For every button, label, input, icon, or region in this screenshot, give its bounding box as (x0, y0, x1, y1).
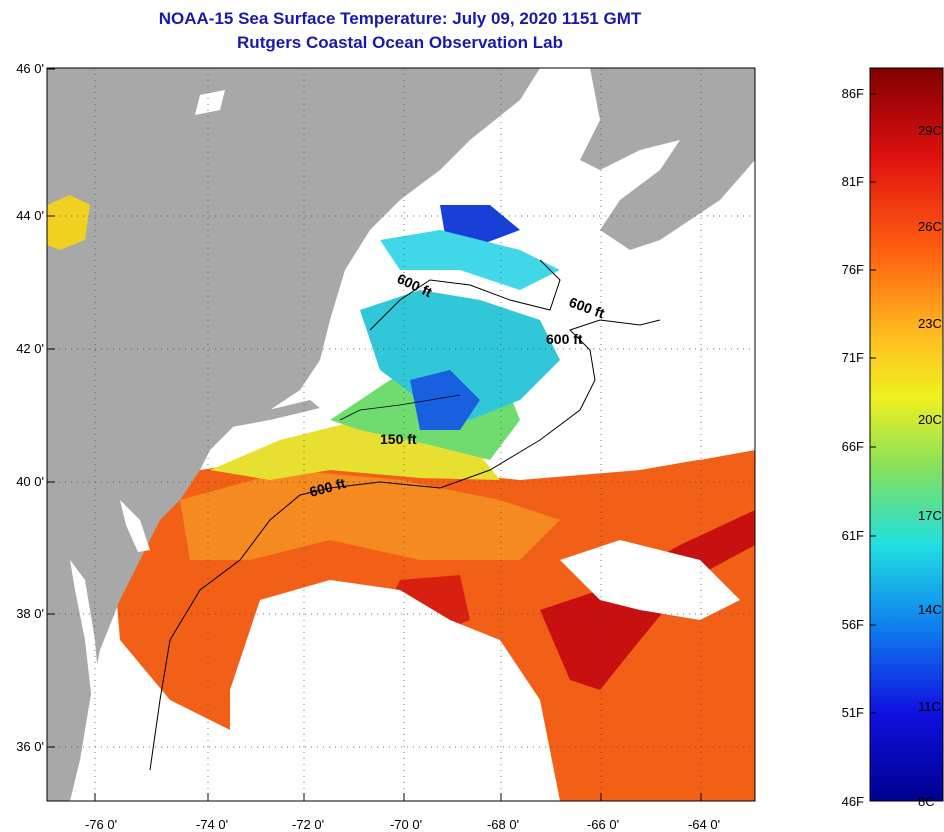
land-long-island (210, 400, 320, 430)
contour-600ft (149, 319, 661, 771)
cb-label-17c: 17C (918, 508, 942, 523)
cloud-cover-east (560, 540, 740, 620)
cb-label-46f: 46F (841, 794, 864, 809)
cb-label-51f: 51F (841, 705, 864, 720)
axis-ticks (47, 68, 702, 801)
land-us (47, 68, 540, 801)
lake-patch (195, 90, 225, 115)
cb-label-76f: 76F (841, 262, 864, 277)
y-tick-38: 38 0' (16, 606, 44, 621)
x-tick-74: -74 0' (195, 817, 229, 832)
svg-text:150 ft: 150 ft (380, 431, 417, 447)
cloud-cover-south (230, 580, 560, 801)
cb-label-23c: 23C (918, 316, 942, 331)
contour-150ft (339, 394, 461, 421)
x-tick-66: -66 0' (586, 817, 620, 832)
y-tick-36: 36 0' (16, 739, 44, 754)
svg-text:600 ft: 600 ft (546, 331, 583, 347)
map-subtitle: Rutgers Coastal Ocean Observation Lab (237, 33, 563, 52)
cb-label-71f: 71F (841, 350, 864, 365)
y-tick-40: 40 0' (16, 474, 44, 489)
cloud-cover-northeast (560, 310, 755, 460)
land-maritimes (580, 68, 755, 250)
cold-water-patch (410, 370, 480, 430)
cb-label-61f: 61F (841, 528, 864, 543)
x-tick-68: -68 0' (486, 817, 520, 832)
cyan-water-band (380, 230, 560, 290)
contour-600ft-gom (369, 259, 561, 331)
cb-label-20c: 20C (918, 412, 942, 427)
y-tick-42: 42 0' (16, 341, 44, 356)
grid-lines (47, 68, 755, 801)
contour-label-4: 150 ft (380, 431, 417, 447)
colorbar (869, 67, 944, 802)
delaware-bay (120, 500, 150, 552)
x-tick-72: -72 0' (291, 817, 325, 832)
cb-label-56f: 56F (841, 617, 864, 632)
x-tick-64: -64 0' (687, 817, 721, 832)
yellow-lake (47, 195, 90, 250)
cb-label-66f: 66F (841, 439, 864, 454)
map-frame (46, 67, 756, 802)
cb-label-86f: 86F (841, 86, 864, 101)
cb-label-29c: 29C (918, 123, 942, 138)
y-tick-46: 46 0' (16, 61, 44, 76)
y-tick-44: 44 0' (16, 208, 44, 223)
cb-label-81f: 81F (841, 174, 864, 189)
cool-water-region (360, 290, 560, 420)
x-tick-76: -76 0' (84, 817, 118, 832)
cb-label-26c: 26C (918, 219, 942, 234)
contour-label-3: 600 ft (546, 331, 583, 347)
cb-label-11c: 11C (918, 699, 941, 714)
colorbar-ticks (870, 93, 876, 714)
x-tick-70: -70 0' (389, 817, 423, 832)
orange-water-band (180, 470, 560, 560)
cb-label-14c: 14C (918, 602, 942, 617)
map-title: NOAA-15 Sea Surface Temperature: July 09… (158, 9, 642, 28)
chesapeake-bay (70, 560, 100, 702)
cb-label-8c: 8C (918, 794, 935, 809)
